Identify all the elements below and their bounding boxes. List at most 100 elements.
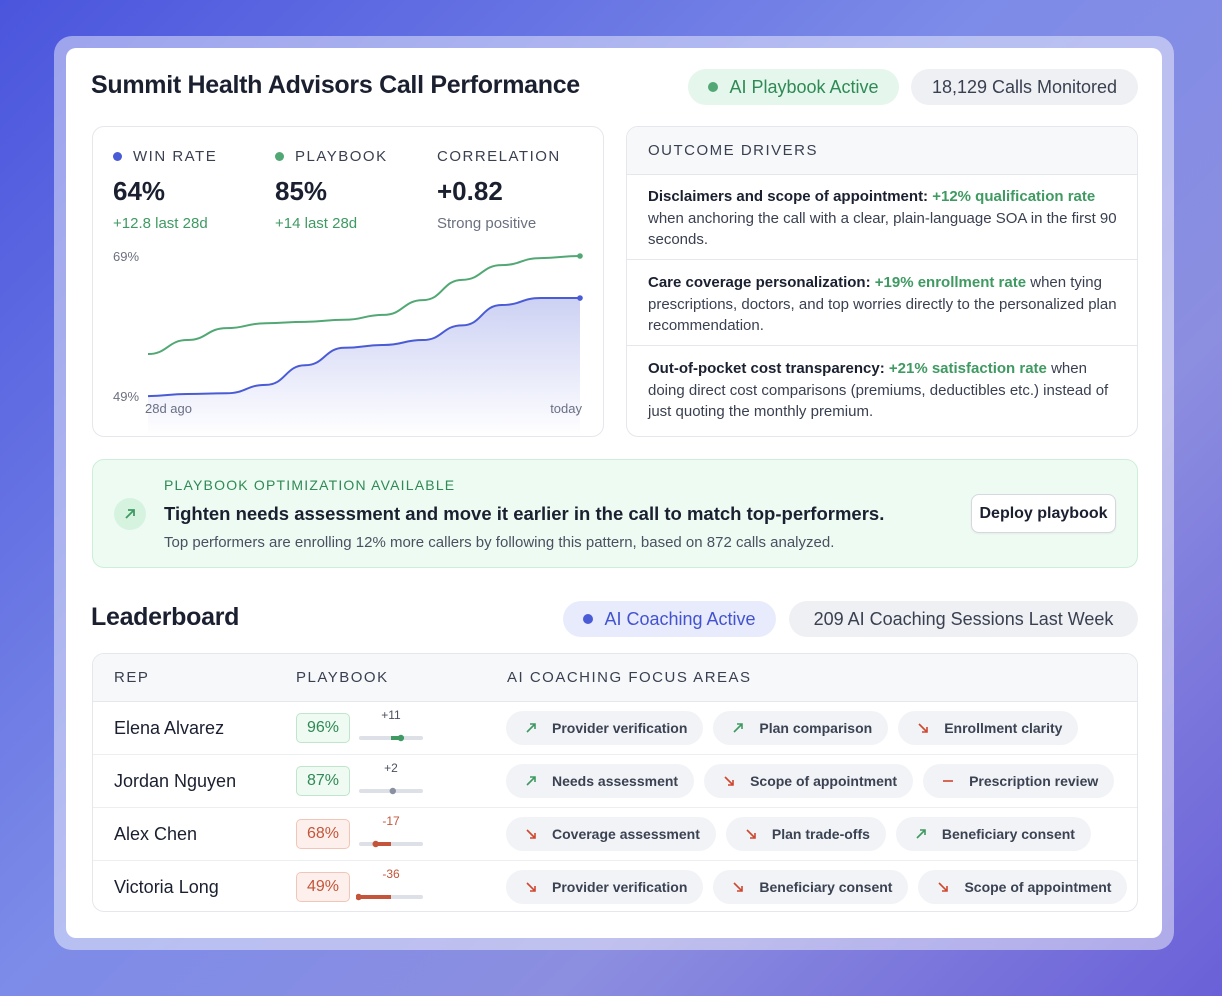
change-bar xyxy=(359,734,423,742)
legend-dot xyxy=(275,152,284,161)
driver: Care coverage personalization: +19% enro… xyxy=(648,272,1118,337)
title: Summit Health Advisors Call Performance xyxy=(91,71,580,99)
driver-rest: when tying prescriptions, doctors, and t… xyxy=(648,274,1117,334)
badge-text: AI Playbook Active xyxy=(729,76,879,97)
badge-dot xyxy=(583,614,594,624)
divider xyxy=(627,345,1137,346)
table-header xyxy=(93,654,1137,702)
driver-head: Out-of-pocket cost transparency: xyxy=(648,360,885,377)
change: -36 xyxy=(382,867,400,881)
change-fill xyxy=(391,736,401,740)
banner xyxy=(92,459,1138,568)
metric-delta: +14 last 28d xyxy=(275,215,358,232)
change-bar xyxy=(356,893,423,901)
banner-text: Top performers are enrolling 12% more ca… xyxy=(164,534,835,551)
drivers-title: OUTCOME DRIVERS xyxy=(648,142,819,159)
change-bar xyxy=(359,840,423,848)
focus-text: Scope of appointment xyxy=(750,773,898,789)
badge: 209 AI Coaching Sessions Last Week xyxy=(789,601,1138,637)
focus-list: Provider verification Plan comparison Enro… xyxy=(506,711,1079,745)
trend-down xyxy=(724,776,734,786)
driver: Out-of-pocket cost transparency: +21% sa… xyxy=(648,358,1118,423)
focus-chip: Needs assessment xyxy=(506,764,695,798)
table: REP PLAYBOOK AI COACHING FOCUS AREAS Elena … xyxy=(92,653,1138,912)
focus-list: Coverage assessment Plan trade-offs Benefi… xyxy=(506,817,1091,851)
metric-delta: +12.8 last 28d xyxy=(113,215,208,232)
badge-text: 209 AI Coaching Sessions Last Week xyxy=(813,608,1114,629)
leaderboard-title: Leaderboard xyxy=(91,603,240,631)
change: +11 xyxy=(381,708,401,722)
divider xyxy=(627,259,1137,260)
metric-label: WIN RATE xyxy=(113,148,217,165)
change-dot xyxy=(397,734,405,742)
trend-down xyxy=(526,829,536,839)
focus-text: Provider verification xyxy=(552,879,688,895)
legend-text: PLAYBOOK xyxy=(295,148,388,165)
trend-down xyxy=(746,829,756,839)
arrow-icon xyxy=(125,509,135,519)
focus-chip: Beneficiary consent xyxy=(895,817,1091,851)
focus-text: Plan comparison xyxy=(759,720,873,736)
banner-icon xyxy=(114,498,146,530)
driver-metric: +21% satisfaction rate xyxy=(888,360,1047,377)
drivers-header xyxy=(627,127,1137,175)
focus-chip: Plan trade-offs xyxy=(725,817,886,851)
row-divider xyxy=(93,807,1137,808)
badge-text: AI Coaching Active xyxy=(604,608,756,629)
focus-text: Provider verification xyxy=(552,720,688,736)
drivers-card: OUTCOME DRIVERS Disclaimers and scope of … xyxy=(626,126,1138,437)
focus-chip: Provider verification xyxy=(506,711,704,745)
trend-flat xyxy=(943,780,954,782)
trend-up xyxy=(733,723,744,733)
focus-chip: Plan comparison xyxy=(713,711,889,745)
banner-title: Tighten needs assessment and move it ear… xyxy=(164,503,885,524)
row-divider xyxy=(93,860,1137,861)
metric-value: +0.82 xyxy=(437,176,503,206)
focus-text: Beneficiary consent xyxy=(941,826,1075,842)
focus-chip: Enrollment clarity xyxy=(898,711,1079,745)
line xyxy=(147,255,581,356)
legend-dot xyxy=(113,152,122,161)
trend-up xyxy=(526,776,536,786)
focus-chip: Scope of appointment xyxy=(918,870,1128,904)
change-dot xyxy=(356,893,362,901)
badge-text: 18,129 Calls Monitored xyxy=(931,76,1118,97)
focus-text: Beneficiary consent xyxy=(759,879,893,895)
driver: Disclaimers and scope of appointment: +1… xyxy=(648,186,1118,251)
focus-text: Coverage assessment xyxy=(552,826,700,842)
focus-chip: Beneficiary consent xyxy=(713,870,909,904)
rep-name: Elena Alvarez xyxy=(114,718,225,738)
deploy-button[interactable]: Deploy playbook xyxy=(971,494,1116,533)
change-fill xyxy=(358,895,391,899)
column-header: PLAYBOOK xyxy=(296,669,389,686)
driver-rest: when doing direct cost comparisons (prem… xyxy=(648,360,1109,420)
trend-down xyxy=(918,723,929,733)
score: 49% xyxy=(296,872,350,902)
rep-name: Alex Chen xyxy=(114,824,198,844)
rep-name: Jordan Nguyen xyxy=(114,771,237,791)
badge: AI Playbook Active xyxy=(688,69,899,105)
line xyxy=(147,297,580,398)
driver-head: Disclaimers and scope of appointment: xyxy=(648,188,929,205)
badge: 18,129 Calls Monitored xyxy=(911,69,1138,105)
rep-name: Victoria Long xyxy=(114,877,219,897)
trend-down xyxy=(938,882,949,892)
score: 96% xyxy=(296,713,350,743)
driver-rest: when anchoring the call with a clear, pl… xyxy=(648,209,1117,249)
focus-list: Needs assessment Scope of appointment Pres… xyxy=(506,764,1115,798)
change-fill xyxy=(375,842,391,846)
metric-value: 85% xyxy=(275,176,328,206)
focus-chip: Prescription review xyxy=(923,764,1115,798)
focus-chip: Provider verification xyxy=(506,870,704,904)
metric-label-text: CORRELATION xyxy=(437,148,561,165)
focus-text: Prescription review xyxy=(969,773,1099,789)
change: +2 xyxy=(384,761,398,775)
y-tick-label: 49% xyxy=(113,389,139,404)
metric-label: PLAYBOOK xyxy=(275,148,388,165)
focus-text: Scope of appointment xyxy=(964,879,1112,895)
area xyxy=(148,298,580,436)
driver-metric: +19% enrollment rate xyxy=(874,274,1027,291)
legend-text: WIN RATE xyxy=(133,148,218,165)
banner-label: PLAYBOOK OPTIMIZATION AVAILABLE xyxy=(164,477,456,493)
